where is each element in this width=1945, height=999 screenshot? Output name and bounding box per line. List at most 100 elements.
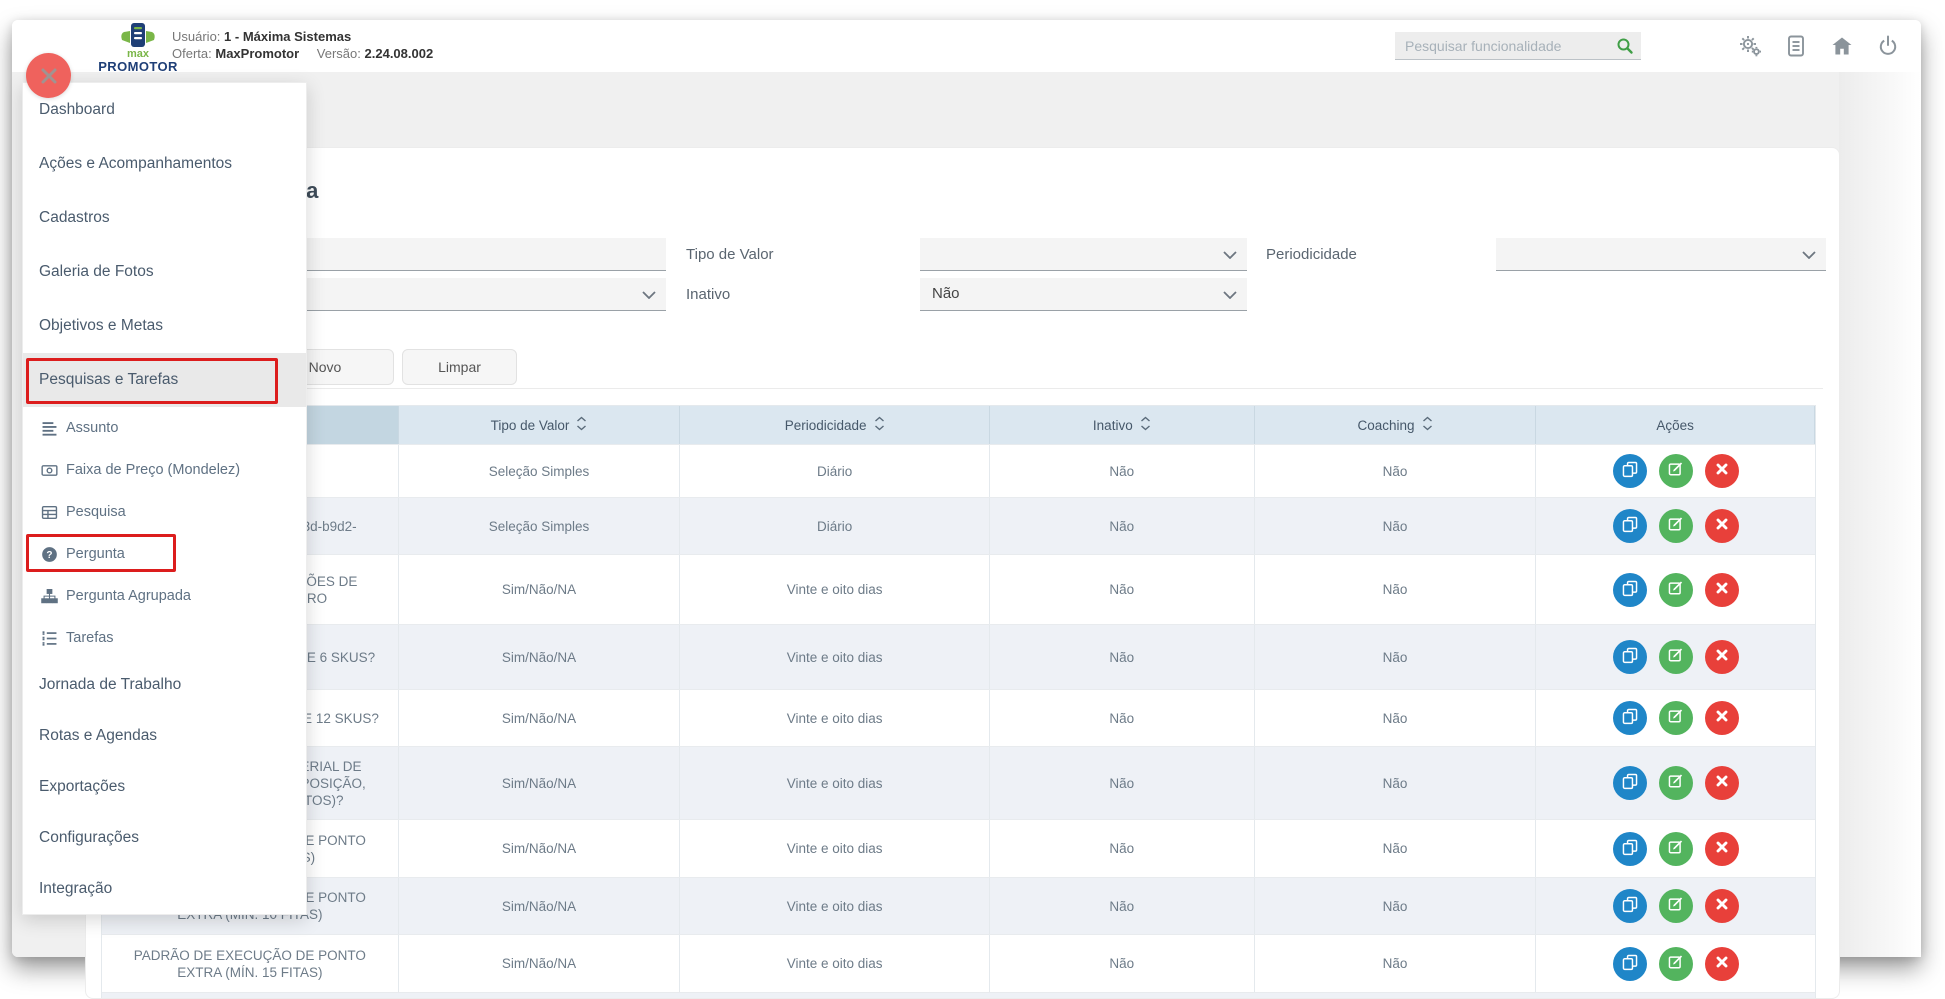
column-header-tipo-de-valor[interactable]: Tipo de Valor	[399, 406, 681, 444]
edit-icon	[1667, 895, 1685, 917]
cell-coaching: Não	[1255, 498, 1537, 554]
align-left-icon	[41, 420, 58, 437]
cell-coaching: Não	[1255, 747, 1537, 819]
sidebar-item-acoes-e-acompanhamentos[interactable]: Ações e Acompanhamentos	[23, 137, 306, 191]
edit-button[interactable]	[1659, 701, 1693, 735]
sidebar-item-label: Cadastros	[39, 209, 110, 227]
close-menu-button[interactable]	[26, 53, 71, 98]
cell-inativo: Não	[990, 878, 1255, 934]
cell-inativo: Não	[990, 625, 1255, 689]
sidebar-item-rotas-e-agendas[interactable]: Rotas e Agendas	[23, 710, 306, 761]
home-icon[interactable]	[1830, 34, 1854, 58]
sidebar-item-label: Ações e Acompanhamentos	[39, 155, 232, 173]
top-header-bar: max PROMOTOR Usuário: 1 - Máxima Sistema…	[12, 20, 1921, 73]
column-header-inativo[interactable]: Inativo	[990, 406, 1255, 444]
column-header-coaching[interactable]: Coaching	[1255, 406, 1537, 444]
sidebar-item-objetivos-e-metas[interactable]: Objetivos e Metas	[23, 299, 306, 353]
cell-coaching: Não	[1255, 445, 1537, 497]
sidebar-item-label: Tarefas	[66, 630, 114, 646]
edit-button[interactable]	[1659, 640, 1693, 674]
cell-coaching: Não	[1255, 625, 1537, 689]
sidebar-item-tarefas[interactable]: Tarefas	[23, 617, 306, 659]
sidebar-item-cadastros[interactable]: Cadastros	[23, 191, 306, 245]
periodicidade-filter-select[interactable]	[1496, 238, 1826, 271]
delete-icon	[1714, 580, 1730, 600]
sidebar-item-configuracoes[interactable]: Configurações	[23, 812, 306, 863]
power-icon[interactable]	[1876, 34, 1900, 58]
periodicidade-filter-label: Periodicidade	[1266, 246, 1357, 263]
delete-button[interactable]	[1705, 832, 1739, 866]
cell-tipo-de-valor: Seleção Simples	[399, 498, 681, 554]
sidebar-item-label: Pergunta	[66, 546, 125, 562]
sidebar-item-jornada-de-trabalho[interactable]: Jornada de Trabalho	[23, 659, 306, 710]
copy-button[interactable]	[1613, 573, 1647, 607]
sidebar-item-label: Galeria de Fotos	[39, 263, 154, 281]
copy-button[interactable]	[1613, 889, 1647, 923]
edit-button[interactable]	[1659, 832, 1693, 866]
search-input[interactable]	[1395, 38, 1615, 54]
sidebar-item-pergunta[interactable]: ?Pergunta	[23, 533, 306, 575]
edit-button[interactable]	[1659, 509, 1693, 543]
delete-button[interactable]	[1705, 889, 1739, 923]
copy-button[interactable]	[1613, 454, 1647, 488]
delete-icon	[1714, 647, 1730, 667]
edit-button[interactable]	[1659, 573, 1693, 607]
copy-button[interactable]	[1613, 832, 1647, 866]
table-row: PADRÃO DE EXECUÇÃO DE PONTO EXTRA (TERMI…	[102, 819, 1815, 877]
sidebar-item-pesquisas-e-tarefas[interactable]: Pesquisas e Tarefas	[23, 353, 306, 407]
delete-button[interactable]	[1705, 573, 1739, 607]
offer-label: Oferta:	[172, 46, 212, 61]
table-row: VOCÊ APLICOU OS PADRÕES DE EXECUÇÃO - PR…	[102, 554, 1815, 624]
copy-button[interactable]	[1613, 766, 1647, 800]
column-header-periodicidade[interactable]: Periodicidade	[680, 406, 990, 444]
sidebar-item-pergunta-agrupada[interactable]: Pergunta Agrupada	[23, 575, 306, 617]
cell-acoes	[1536, 820, 1815, 877]
cell-coaching: Não	[1255, 878, 1537, 934]
sidebar-item-galeria-de-fotos[interactable]: Galeria de Fotos	[23, 245, 306, 299]
cell-periodicidade: Diário	[680, 445, 990, 497]
sidebar-item-faixa-de-preco-mondelez[interactable]: Faixa de Preço (Mondelez)	[23, 449, 306, 491]
delete-icon	[1714, 516, 1730, 536]
edit-button[interactable]	[1659, 947, 1693, 981]
sort-icon	[874, 416, 885, 435]
copy-icon	[1621, 460, 1639, 482]
delete-icon	[1714, 773, 1730, 793]
document-icon[interactable]	[1784, 34, 1808, 58]
delete-button[interactable]	[1705, 701, 1739, 735]
edit-icon	[1667, 460, 1685, 482]
limpar-button[interactable]: Limpar	[402, 349, 517, 385]
edit-button[interactable]	[1659, 889, 1693, 923]
cell-tipo-de-valor: Sim/Não/NA	[399, 935, 681, 992]
sort-icon	[576, 416, 587, 435]
copy-button[interactable]	[1613, 947, 1647, 981]
delete-button[interactable]	[1705, 640, 1739, 674]
edit-button[interactable]	[1659, 454, 1693, 488]
cell-inativo: Não	[990, 820, 1255, 877]
copy-icon	[1621, 953, 1639, 975]
delete-button[interactable]	[1705, 947, 1739, 981]
inativo-filter-select[interactable]: Não	[920, 278, 1247, 311]
copy-button[interactable]	[1613, 509, 1647, 543]
settings-gears-icon[interactable]	[1738, 34, 1762, 58]
close-icon	[38, 65, 60, 87]
app-logo: max PROMOTOR	[95, 22, 181, 73]
cell-inativo: Não	[990, 498, 1255, 554]
cell-periodicidade: Vinte e oito dias	[680, 820, 990, 877]
cell-tipo-de-valor: Sim/Não/NA	[399, 747, 681, 819]
search-icon[interactable]	[1615, 36, 1635, 56]
delete-button[interactable]	[1705, 509, 1739, 543]
sidebar-item-dashboard[interactable]: Dashboard	[23, 83, 306, 137]
edit-button[interactable]	[1659, 766, 1693, 800]
delete-button[interactable]	[1705, 454, 1739, 488]
sidebar-item-exportacoes[interactable]: Exportações	[23, 761, 306, 812]
sidebar-item-pesquisa[interactable]: Pesquisa	[23, 491, 306, 533]
tipo-de-valor-filter-select[interactable]	[920, 238, 1247, 271]
delete-icon	[1714, 839, 1730, 859]
copy-button[interactable]	[1613, 701, 1647, 735]
copy-button[interactable]	[1613, 640, 1647, 674]
delete-button[interactable]	[1705, 766, 1739, 800]
copy-icon	[1621, 515, 1639, 537]
cell-acoes	[1536, 625, 1815, 689]
sidebar-item-assunto[interactable]: Assunto	[23, 407, 306, 449]
sidebar-item-integracao[interactable]: Integração	[23, 863, 306, 914]
